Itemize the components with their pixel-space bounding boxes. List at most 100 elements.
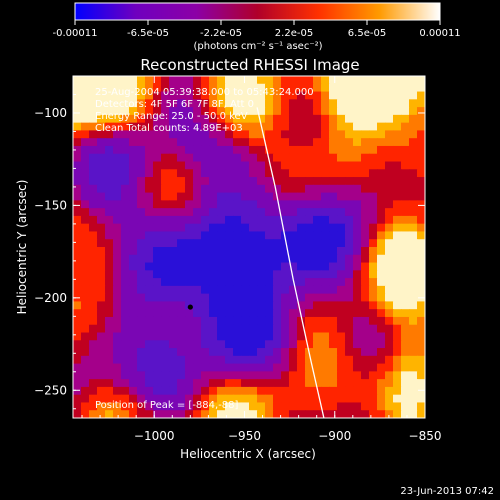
heatmap-cell [321,316,330,326]
heatmap-cell [137,371,146,380]
heatmap-cell [257,114,266,124]
heatmap-cell [121,379,130,388]
heatmap-cell [321,285,330,295]
heatmap-cell [161,340,170,349]
heatmap-cell [305,309,314,318]
heatmap-cell [73,76,82,85]
heatmap-cell [89,200,98,209]
heatmap-cell [417,99,425,108]
heatmap-cell [177,262,186,271]
heatmap-cell [233,254,242,264]
heatmap-cell [281,293,290,303]
heatmap-cell [417,278,425,287]
heatmap-cell [305,363,314,372]
heatmap-cell [201,107,210,116]
heatmap-cell [105,161,114,170]
heatmap-cell [161,208,170,217]
heatmap-cell [177,138,186,147]
heatmap-cell [241,91,250,100]
heatmap-cell [201,192,210,201]
heatmap-cell [353,215,362,225]
heatmap-cell [393,138,402,147]
heatmap-cell [201,316,210,326]
heatmap-cell [81,138,90,147]
heatmap-cell [369,355,378,365]
heatmap-cell [313,371,322,380]
heatmap-cell [417,324,425,334]
heatmap-cell [137,309,146,318]
heatmap-cell [305,177,314,186]
heatmap-cell [297,107,306,116]
heatmap-cell [337,379,346,388]
heatmap-cell [369,107,378,116]
heatmap-cell [145,410,154,418]
heatmap-cell [401,223,410,233]
heatmap-cell [201,247,210,256]
heatmap-cell [241,161,250,170]
heatmap-cell [81,130,90,139]
heatmap-cell [121,386,130,396]
heatmap-cell [321,278,330,287]
heatmap-cell [193,192,202,201]
heatmap-cell [121,200,130,209]
heatmap-cell [121,394,130,404]
heatmap-cell [313,394,322,404]
heatmap-cell [241,316,250,326]
heatmap-cell [185,247,194,256]
heatmap-cell [217,270,226,279]
heatmap-cell [241,122,250,132]
heatmap-cell [241,340,250,349]
heatmap-cell [241,254,250,264]
heatmap-cell [129,285,138,295]
heatmap-cell [369,301,378,310]
heatmap-cell [217,293,226,303]
heatmap-cell [241,410,250,418]
heatmap-cell [209,215,218,225]
heatmap-cell [385,301,394,310]
heatmap-cell [81,107,90,116]
heatmap-cell [177,192,186,201]
heatmap-cell [225,83,234,93]
heatmap-cell [393,386,402,396]
heatmap-cell [329,371,338,380]
heatmap-cell [281,138,290,147]
heatmap-cell [273,145,282,155]
heatmap-cell [73,122,82,132]
heatmap-cell [121,99,130,108]
heatmap-cell [113,301,122,310]
heatmap-cell [73,91,82,100]
heatmap-cell [409,309,418,318]
heatmap-cell [89,247,98,256]
heatmap-cell [393,122,402,132]
heatmap-cell [121,130,130,139]
heatmap-cell [81,363,90,372]
heatmap-cell [185,192,194,201]
heatmap-cell [393,200,402,209]
heatmap-cell [409,301,418,310]
heatmap-cell [401,402,410,411]
heatmap-cell [329,402,338,411]
heatmap-cell [209,262,218,271]
heatmap-cell [113,285,122,295]
heatmap-cell [153,114,162,124]
heatmap-cell [169,107,178,116]
heatmap-cell [185,153,194,163]
heatmap-cell [145,262,154,271]
heatmap-cell [225,254,234,264]
heatmap-cell [281,161,290,170]
heatmap-cell [209,309,218,318]
heatmap-cell [97,348,106,357]
heatmap-cell [289,348,298,357]
heatmap-cell [273,239,282,248]
heatmap-cell [249,340,258,349]
heatmap-cell [297,184,306,194]
heatmap-cell [161,200,170,209]
heatmap-cell [249,355,258,365]
heatmap-cell [361,262,370,271]
heatmap-cell [177,340,186,349]
heatmap-cell [401,107,410,116]
heatmap-cell [337,301,346,310]
heatmap-cell [169,239,178,248]
heatmap-cell [185,394,194,404]
heatmap-cell [345,145,354,155]
